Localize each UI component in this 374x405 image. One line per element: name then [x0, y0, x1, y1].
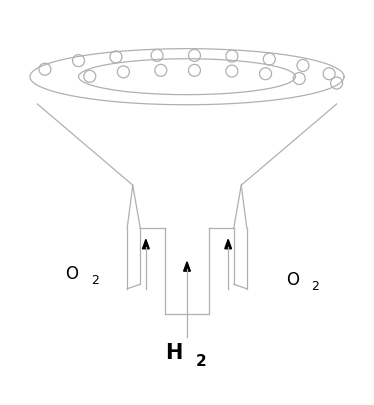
Polygon shape [184, 262, 190, 271]
Text: H: H [165, 343, 183, 362]
Text: 2: 2 [312, 279, 319, 292]
Text: O: O [286, 270, 299, 288]
Text: 2: 2 [91, 274, 99, 287]
Text: O: O [65, 264, 79, 282]
Polygon shape [142, 240, 149, 249]
Text: 2: 2 [196, 353, 206, 368]
Polygon shape [225, 240, 232, 249]
